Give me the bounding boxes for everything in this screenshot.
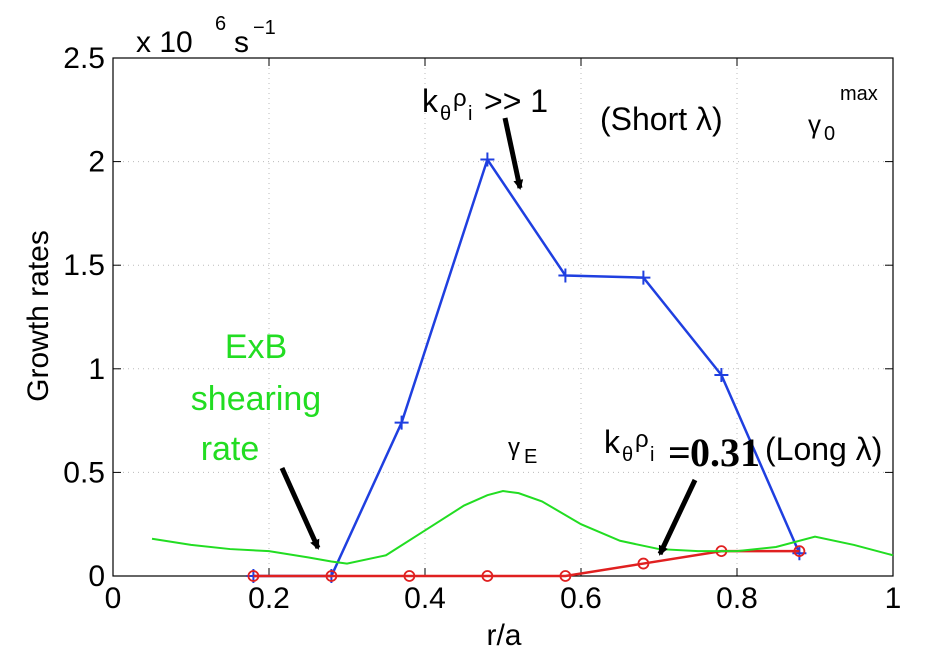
point-short bbox=[394, 415, 409, 430]
gamma0-symbol: γ bbox=[808, 109, 821, 139]
x-axis-label: r/a bbox=[486, 619, 521, 652]
series-line-short bbox=[253, 156, 801, 578]
annotation-gamma-e: γ E bbox=[508, 434, 537, 468]
long-rho: ρ bbox=[635, 426, 649, 453]
exb-line3: rate bbox=[201, 430, 260, 468]
short-rho-sub: i bbox=[468, 103, 472, 125]
y-tick-label: 0 bbox=[88, 560, 105, 593]
point-long bbox=[403, 570, 416, 582]
short-relation: >> 1 bbox=[484, 83, 548, 119]
x-tick-label: 1 bbox=[885, 582, 902, 615]
gamma0-sub: 0 bbox=[824, 123, 835, 145]
series-line-exb bbox=[151, 490, 894, 565]
exb-line2: shearing bbox=[191, 380, 321, 418]
y-tick-label: 1.5 bbox=[63, 249, 105, 282]
long-k: k bbox=[604, 424, 621, 460]
arrow-exb bbox=[279, 466, 321, 550]
arrow-long bbox=[657, 478, 698, 556]
long-equals: = bbox=[668, 430, 691, 475]
scale-text: x 10 bbox=[136, 26, 193, 59]
y-tick-label: 2.5 bbox=[63, 42, 105, 75]
long-lambda-label: (Long λ) bbox=[765, 431, 882, 467]
gammaE-symbol: γ bbox=[508, 434, 520, 461]
gammaE-sub: E bbox=[524, 446, 537, 468]
point-long bbox=[481, 570, 494, 582]
y-scale-label: x 10 6 s −1 bbox=[136, 13, 276, 59]
annotation-short-wavelength: k θ ρ i >> 1 (Short λ) γ 0 max bbox=[422, 83, 878, 145]
point-short bbox=[714, 368, 729, 383]
short-k-sub: θ bbox=[440, 103, 451, 125]
annotation-exb: ExB shearing rate bbox=[191, 328, 321, 468]
arrow-short bbox=[502, 117, 524, 190]
x-tick-label: 0.6 bbox=[560, 582, 602, 615]
point-long bbox=[559, 570, 572, 582]
point-short bbox=[480, 152, 495, 167]
scale-exponent: 6 bbox=[215, 13, 226, 35]
long-rho-sub: i bbox=[650, 444, 654, 466]
short-k: k bbox=[422, 83, 439, 119]
long-value: 0.31 bbox=[690, 430, 760, 475]
point-long bbox=[247, 570, 260, 582]
exb-line1: ExB bbox=[225, 328, 287, 366]
scale-unit: s bbox=[234, 26, 249, 59]
point-long bbox=[325, 570, 338, 582]
x-tick-label: 0.2 bbox=[248, 582, 290, 615]
point-short bbox=[636, 270, 651, 285]
scale-unit-exponent: −1 bbox=[253, 17, 276, 39]
series-layer bbox=[151, 152, 894, 583]
point-short bbox=[558, 268, 573, 283]
axis-ticks: 0 0.2 0.4 0.6 0.8 1 0 0.5 1 1.5 2 2.5 bbox=[63, 42, 901, 615]
point-long bbox=[637, 557, 650, 570]
y-tick-label: 2 bbox=[88, 146, 105, 179]
short-rho: ρ bbox=[453, 85, 467, 112]
x-tick-label: 0 bbox=[105, 582, 122, 615]
x-tick-label: 0.8 bbox=[716, 582, 758, 615]
y-axis-label: Growth rates bbox=[22, 230, 55, 402]
series-line-long bbox=[253, 549, 800, 578]
x-tick-label: 0.4 bbox=[404, 582, 446, 615]
gamma0-sup: max bbox=[840, 83, 878, 105]
long-k-sub: θ bbox=[622, 444, 633, 466]
y-tick-label: 1 bbox=[88, 353, 105, 386]
short-lambda-label: (Short λ) bbox=[600, 101, 723, 137]
y-tick-label: 0.5 bbox=[63, 456, 105, 489]
point-long bbox=[793, 545, 806, 558]
annotation-long-wavelength: k θ ρ i = 0.31 (Long λ) bbox=[604, 424, 882, 475]
